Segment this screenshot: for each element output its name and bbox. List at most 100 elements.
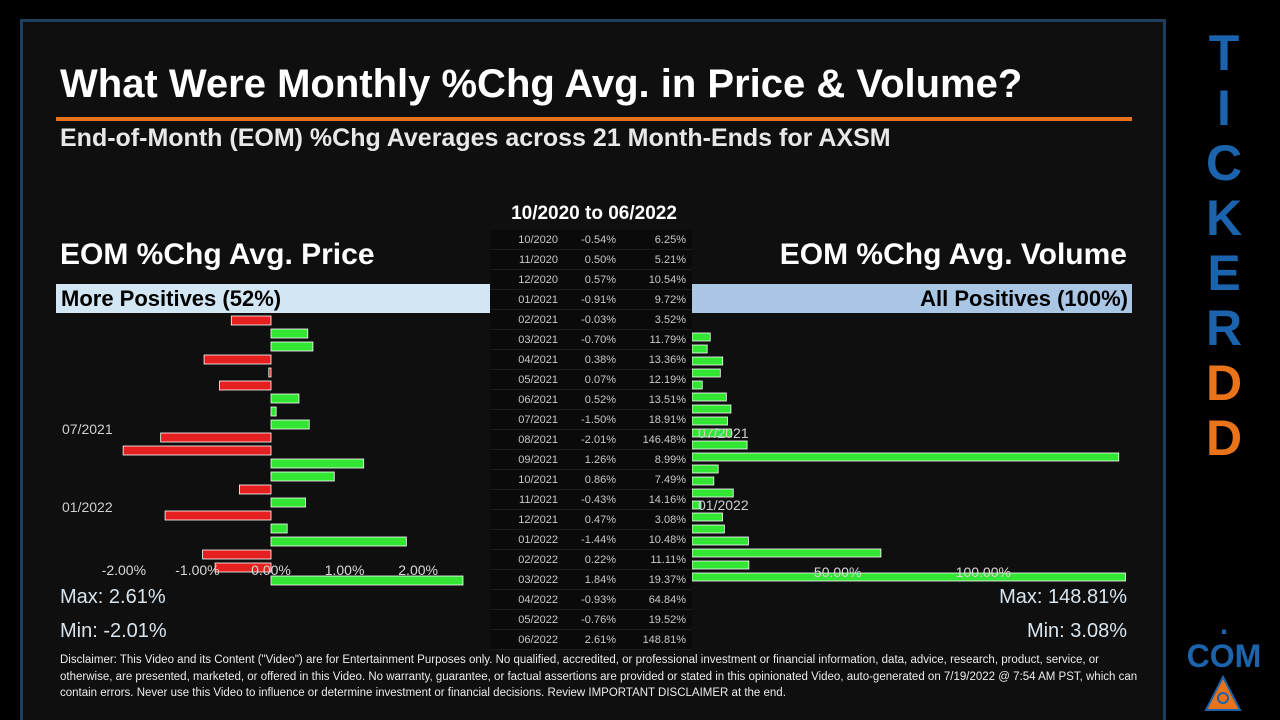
table-cell-date: 05/2022 <box>518 614 558 626</box>
table-cell-volume: 13.36% <box>648 354 686 366</box>
price-tick-label: 0.00% <box>251 562 291 578</box>
brand-suffix: COM <box>1186 638 1262 674</box>
table-cell-price: -0.76% <box>581 614 616 626</box>
volume-bar <box>692 356 724 366</box>
volume-category-label: 01/2022 <box>698 497 749 513</box>
table-row: 05/2021 0.07% 12.19% <box>490 370 692 390</box>
table-cell-price: 0.52% <box>584 394 616 406</box>
table-cell-volume: 11.79% <box>649 334 687 346</box>
table-cell-volume: 8.99% <box>654 454 686 466</box>
volume-banner: All Positives (100%) <box>692 284 1132 313</box>
table-cell-date: 02/2021 <box>518 314 558 326</box>
price-tick-label: -2.00% <box>102 562 146 578</box>
volume-bar <box>692 380 703 390</box>
table-row: 06/2022 2.61% 148.81% <box>490 630 692 650</box>
page-title: What Were Monthly %Chg Avg. in Price & V… <box>60 62 1023 106</box>
table-cell-price: 2.61% <box>584 634 616 646</box>
table-row: 05/2022 -0.76% 19.52% <box>490 610 692 630</box>
table-cell-date: 04/2021 <box>518 354 558 366</box>
table-cell-price: 0.07% <box>584 374 616 386</box>
table-cell-date: 01/2022 <box>518 534 558 546</box>
table-cell-date: 08/2021 <box>518 434 558 446</box>
table-cell-date: 12/2020 <box>518 274 558 286</box>
volume-bar <box>692 548 882 558</box>
table-cell-volume: 148.81% <box>642 634 686 646</box>
table-cell-volume: 7.49% <box>654 474 686 486</box>
table-cell-date: 11/2021 <box>519 494 558 506</box>
volume-tick-label: 50.00% <box>814 564 861 580</box>
price-bar <box>122 445 272 456</box>
price-bar <box>230 315 272 326</box>
brand-letter: K <box>1205 190 1243 246</box>
table-row: 01/2022 -1.44% 10.48% <box>490 530 692 550</box>
disclaimer-text: Disclaimer: This Video and its Content (… <box>60 654 1138 699</box>
volume-bar <box>692 488 734 498</box>
table-cell-price: -0.03% <box>581 314 616 326</box>
table-cell-price: -0.43% <box>581 494 616 506</box>
brand-letter: I <box>1217 80 1231 136</box>
table-row: 12/2020 0.57% 10.54% <box>490 270 692 290</box>
price-bar <box>270 393 300 404</box>
price-bar <box>202 549 272 560</box>
table-cell-date: 10/2021 <box>518 474 558 486</box>
table-cell-price: 1.26% <box>584 454 616 466</box>
price-bar <box>270 523 288 534</box>
table-row: 10/2020 -0.54% 6.25% <box>490 230 692 250</box>
table-row: 11/2020 0.50% 5.21% <box>490 250 692 270</box>
warning-triangle-icon <box>1204 674 1242 711</box>
brand-letter: C <box>1205 135 1243 191</box>
table-cell-volume: 19.37% <box>648 574 686 586</box>
table-cell-date: 07/2021 <box>518 414 558 426</box>
price-bar <box>270 458 365 469</box>
brand-letter: R <box>1205 300 1243 356</box>
volume-bar <box>692 524 725 534</box>
price-banner: More Positives (52%) <box>56 284 490 313</box>
table-cell-volume: 18.91% <box>648 414 686 426</box>
table-cell-date: 03/2022 <box>518 574 558 586</box>
table-cell-date: 04/2022 <box>518 594 558 606</box>
table-cell-date: 06/2022 <box>518 634 558 646</box>
volume-min: Min: 3.08% <box>1026 620 1127 642</box>
price-max: Max: 2.61% <box>60 586 166 608</box>
price-category-label: 07/2021 <box>62 421 113 437</box>
table-cell-price: -2.01% <box>581 434 616 446</box>
price-section-title: EOM %Chg Avg. Price <box>60 238 375 271</box>
table-cell-volume: 9.72% <box>654 294 686 306</box>
volume-bar <box>692 332 711 342</box>
table-row: 04/2021 0.38% 13.36% <box>490 350 692 370</box>
table-cell-date: 11/2020 <box>519 254 558 266</box>
table-cell-date: 02/2022 <box>518 554 558 566</box>
volume-bar <box>692 344 708 354</box>
volume-bar <box>692 512 723 522</box>
price-bar <box>214 562 272 573</box>
table-cell-volume: 3.08% <box>654 514 686 526</box>
price-bar <box>164 510 272 521</box>
volume-max: Max: 148.81% <box>999 586 1127 608</box>
table-cell-volume: 64.84% <box>648 594 686 606</box>
price-bar <box>270 471 335 482</box>
price-category-label: 01/2022 <box>62 499 113 515</box>
table-cell-volume: 5.21% <box>654 254 686 266</box>
table-row: 09/2021 1.26% 8.99% <box>490 450 692 470</box>
volume-bar <box>692 464 719 474</box>
table-cell-price: -0.91% <box>581 294 616 306</box>
table-cell-price: 0.22% <box>584 554 616 566</box>
price-bar <box>270 575 464 586</box>
monthly-data-table: 10/2020 -0.54% 6.25% 11/2020 0.50% 5.21% 12/20… <box>490 230 692 650</box>
price-tick-label: 1.00% <box>325 562 365 578</box>
price-bar-chart: 07/2021 01/2022 -2.00% -1.00% 0.00% 1.00% 2.00… <box>62 315 464 586</box>
table-cell-volume: 14.16% <box>648 494 686 506</box>
volume-tick-label: 100.00% <box>956 564 1011 580</box>
table-cell-volume: 10.54% <box>648 274 686 286</box>
table-cell-price: 0.57% <box>584 274 616 286</box>
price-bar <box>238 484 272 495</box>
volume-bar <box>692 500 702 510</box>
volume-bar <box>692 428 732 438</box>
table-cell-price: 0.50% <box>584 254 616 266</box>
volume-bar <box>692 416 728 426</box>
table-cell-price: 0.47% <box>584 514 616 526</box>
price-bar <box>270 406 277 417</box>
price-tick-label: 2.00% <box>398 562 438 578</box>
title-divider <box>56 117 1132 121</box>
volume-bar <box>692 572 1126 582</box>
